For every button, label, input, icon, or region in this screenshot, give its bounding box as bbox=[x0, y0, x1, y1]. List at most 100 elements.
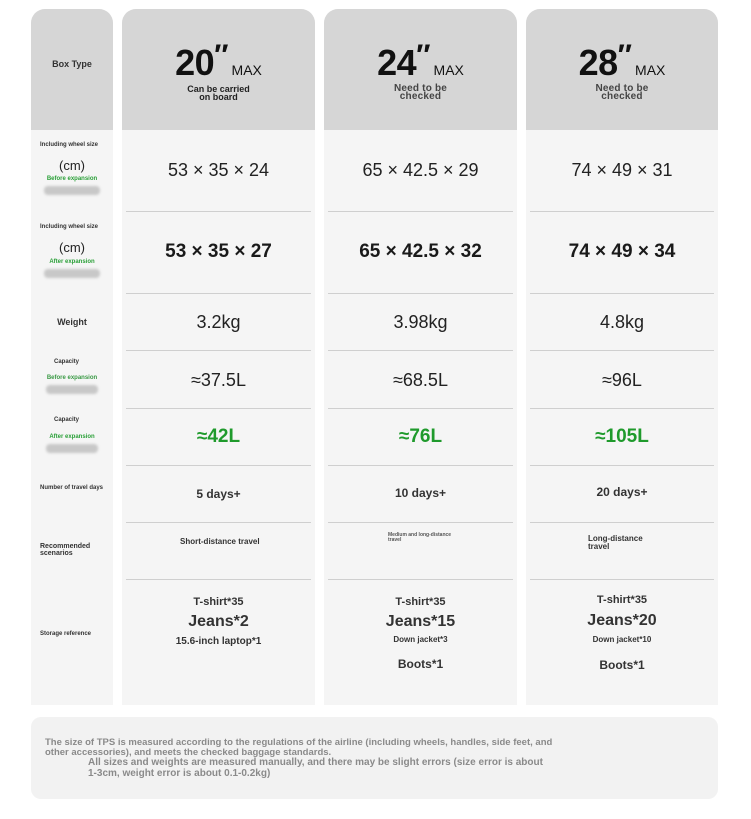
row-divider bbox=[530, 211, 714, 212]
label-capacity-2: Capacity bbox=[54, 417, 80, 423]
row-divider bbox=[530, 350, 714, 351]
capacity-after-28: ≈105L bbox=[595, 426, 649, 447]
row-divider bbox=[328, 408, 513, 409]
size-before-24: 65 × 42.5 × 29 bbox=[362, 159, 479, 180]
weight-20: 3.2kg bbox=[196, 311, 241, 332]
storage-jeans: Jeans*15 bbox=[385, 613, 456, 630]
carry-note: Can be carried on board bbox=[187, 84, 250, 102]
capacity-after-24: ≈76L bbox=[398, 426, 443, 447]
row-divider bbox=[328, 293, 513, 294]
inch-mark: ″ bbox=[214, 39, 229, 72]
blurred-label-mark bbox=[46, 444, 98, 453]
capacity-before-20: ≈37.5L bbox=[191, 369, 246, 390]
row-divider bbox=[328, 211, 513, 212]
row-divider bbox=[328, 465, 513, 466]
measurement-note: The size of TPS is measured according to… bbox=[31, 717, 718, 799]
weight-24: 3.98kg bbox=[393, 311, 448, 332]
inch-mark: ″ bbox=[416, 39, 431, 72]
size-after-28: 74 × 49 × 34 bbox=[568, 241, 676, 262]
header-28-inch: 28″ MAX Need to be checked bbox=[526, 9, 718, 130]
size-before-20: 53 × 35 × 24 bbox=[167, 159, 270, 180]
storage-tshirt: T-shirt*35 bbox=[395, 596, 446, 608]
size-number: 28 bbox=[578, 42, 619, 83]
capacity-after-20: ≈42L bbox=[196, 426, 241, 447]
travel-days-24: 10 days+ bbox=[394, 486, 447, 500]
note-measurement-error: All sizes and weights are measured manua… bbox=[88, 757, 543, 779]
max-label: MAX bbox=[433, 62, 464, 78]
size-number: 20 bbox=[175, 42, 215, 83]
size-title: 28″ MAX bbox=[526, 39, 718, 84]
row-divider bbox=[530, 293, 714, 294]
storage-boots: Boots*1 bbox=[397, 657, 444, 671]
size-after-24: 65 × 42.5 × 32 bbox=[359, 241, 482, 262]
storage-extra: Down jacket*3 bbox=[393, 635, 448, 644]
row-divider bbox=[530, 408, 714, 409]
storage-24: T-shirt*35 Jeans*15 Down jacket*3 Boots*… bbox=[324, 596, 517, 671]
inch-mark: ″ bbox=[617, 39, 633, 72]
header-box-type: Box Type bbox=[31, 9, 113, 130]
scenario-24: Medium and long-distance travel bbox=[388, 532, 452, 543]
label-travel-days: Number of travel days bbox=[40, 485, 104, 491]
after-expansion-label: After expansion bbox=[49, 434, 95, 440]
label-including-wheel-size-1: Including wheel size bbox=[40, 142, 99, 148]
row-divider bbox=[126, 465, 311, 466]
cm-unit: (cm) bbox=[59, 158, 85, 173]
blurred-label-mark bbox=[46, 385, 98, 394]
capacity-after-sub: After expansion bbox=[31, 434, 113, 458]
note-airline-standard: The size of TPS is measured according to… bbox=[45, 737, 553, 758]
label-including-wheel-size-2: Including wheel size bbox=[40, 224, 99, 230]
size-title: 24″ MAX bbox=[324, 39, 517, 84]
row-divider bbox=[126, 350, 311, 351]
label-recommended-scenarios: Recommended scenarios bbox=[40, 543, 91, 557]
row-divider bbox=[530, 579, 714, 580]
storage-extra: 15.6-inch laptop*1 bbox=[175, 636, 262, 647]
travel-days-20: 5 days+ bbox=[196, 487, 241, 501]
after-expansion-label: After expansion bbox=[49, 259, 95, 265]
row-divider bbox=[126, 408, 311, 409]
label-storage-reference: Storage reference bbox=[40, 631, 92, 637]
row-divider bbox=[530, 465, 714, 466]
travel-days-28: 20 days+ bbox=[596, 485, 648, 499]
label-capacity-1: Capacity bbox=[54, 359, 80, 365]
before-expansion-label: Before expansion bbox=[46, 176, 98, 182]
header-24-inch: 24″ MAX Need to be checked bbox=[324, 9, 517, 130]
carry-note: Need to be checked bbox=[595, 83, 649, 102]
label-cm-1: (cm) Before expansion bbox=[31, 158, 113, 200]
weight-28: 4.8kg bbox=[599, 311, 645, 332]
before-expansion-label: Before expansion bbox=[46, 375, 98, 381]
row-divider bbox=[126, 211, 311, 212]
max-label: MAX bbox=[635, 62, 666, 78]
cm-unit: (cm) bbox=[59, 240, 85, 255]
blurred-label-mark bbox=[44, 186, 100, 195]
blurred-label-mark bbox=[44, 269, 100, 278]
row-divider bbox=[328, 579, 513, 580]
box-type-label: Box Type bbox=[52, 59, 92, 69]
label-cm-2: (cm) After expansion bbox=[31, 240, 113, 283]
storage-extra: Down jacket*10 bbox=[592, 635, 652, 644]
storage-20: T-shirt*35 Jeans*2 15.6-inch laptop*1 bbox=[122, 596, 315, 657]
size-after-20: 53 × 35 × 27 bbox=[165, 241, 272, 262]
row-divider bbox=[328, 350, 513, 351]
scenario-28: Long-distance travel bbox=[588, 534, 643, 551]
scenario-20: Short-distance travel bbox=[180, 537, 260, 546]
storage-jeans: Jeans*20 bbox=[587, 612, 657, 629]
size-number: 24 bbox=[377, 42, 417, 83]
max-label: MAX bbox=[231, 62, 262, 78]
label-weight: Weight bbox=[57, 317, 87, 327]
storage-tshirt: T-shirt*35 bbox=[596, 594, 648, 606]
row-divider bbox=[126, 522, 311, 523]
capacity-before-24: ≈68.5L bbox=[393, 369, 448, 390]
storage-boots: Boots*1 bbox=[599, 658, 645, 672]
capacity-before-sub: Before expansion bbox=[31, 375, 113, 399]
row-divider bbox=[530, 522, 714, 523]
row-divider bbox=[328, 522, 513, 523]
row-divider bbox=[126, 579, 311, 580]
storage-28: T-shirt*35 Jeans*20 Down jacket*10 Boots… bbox=[526, 594, 718, 672]
storage-jeans: Jeans*2 bbox=[188, 613, 249, 630]
storage-tshirt: T-shirt*35 bbox=[193, 596, 244, 608]
header-20-inch: 20″ MAX Can be carried on board bbox=[122, 9, 315, 130]
carry-note: Need to be checked bbox=[393, 83, 448, 102]
size-before-28: 74 × 49 × 31 bbox=[571, 159, 673, 180]
size-title: 20″ MAX bbox=[122, 39, 315, 84]
capacity-before-28: ≈96L bbox=[602, 369, 642, 390]
